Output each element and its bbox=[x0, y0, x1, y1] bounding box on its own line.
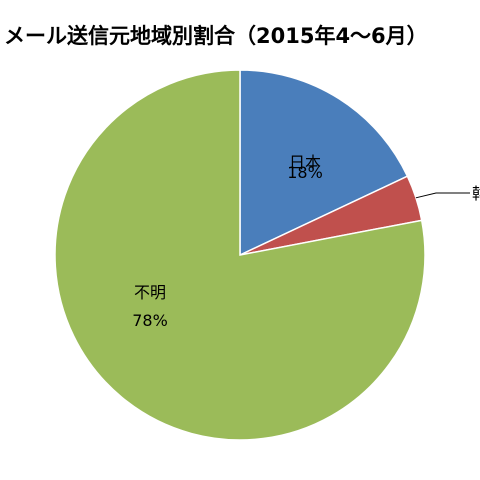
slice-value-3: 78% bbox=[132, 311, 168, 330]
pie-slices bbox=[54, 69, 426, 441]
pie-slice-3 bbox=[54, 69, 426, 441]
pie-slice-1 bbox=[239, 69, 409, 257]
chart-title: メール送信元地域別割合（2015年4～6月） bbox=[4, 24, 428, 48]
slice-label-3: 不明 bbox=[134, 283, 166, 302]
slice-label-2: 韓 bbox=[472, 184, 480, 203]
slice-value-1: 18% bbox=[287, 163, 323, 182]
slice-label-1: 日本 bbox=[289, 153, 321, 172]
leader-line-2 bbox=[415, 192, 470, 199]
